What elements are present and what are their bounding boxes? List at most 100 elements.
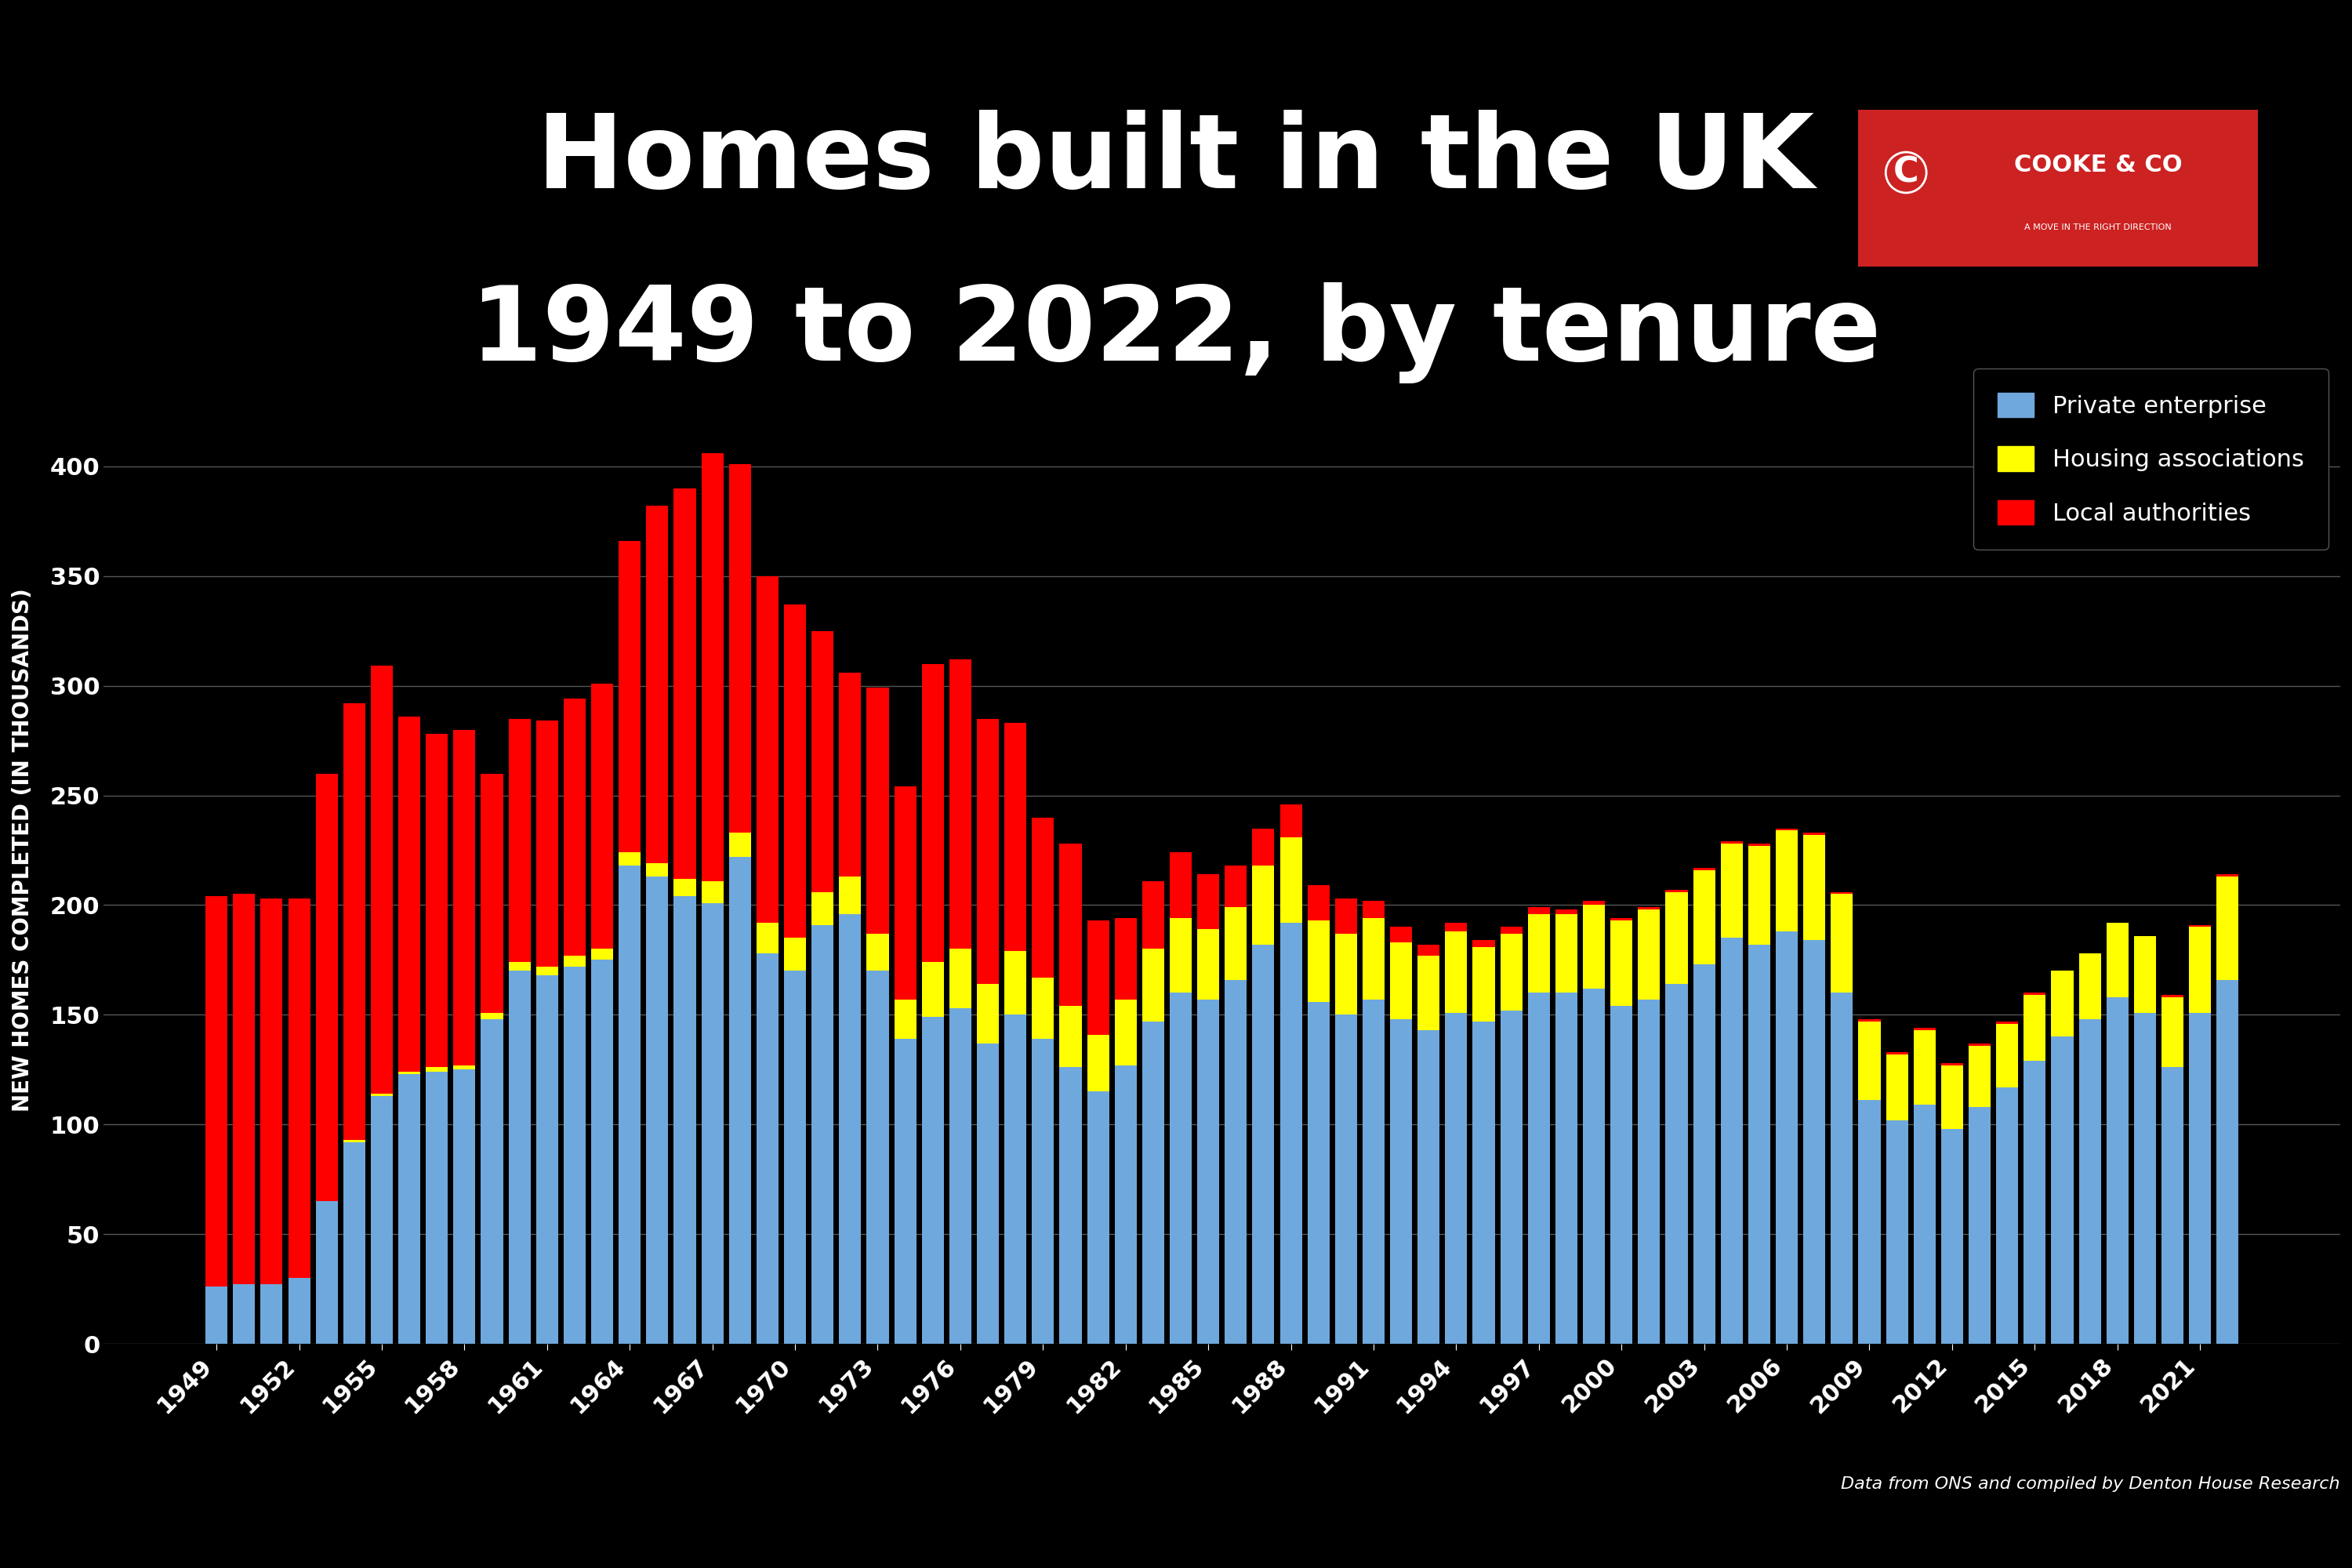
Bar	[1583, 900, 1604, 905]
Bar	[1969, 1107, 1990, 1344]
Bar	[1197, 999, 1218, 1344]
Bar	[1390, 942, 1411, 1019]
Bar	[564, 955, 586, 966]
Bar	[1087, 920, 1110, 1035]
Bar	[1529, 908, 1550, 914]
Text: C: C	[1893, 155, 1919, 190]
Bar	[1058, 844, 1082, 1007]
Bar	[673, 897, 696, 1344]
Bar	[1336, 898, 1357, 933]
Bar	[1555, 993, 1578, 1344]
Bar	[2133, 936, 2157, 1013]
Text: Homes built in the UK: Homes built in the UK	[536, 110, 1816, 209]
Bar	[811, 925, 833, 1344]
Bar	[729, 464, 750, 833]
Bar	[1997, 1024, 2018, 1087]
Bar	[647, 506, 668, 864]
Bar	[426, 734, 447, 1068]
Bar	[426, 1068, 447, 1073]
Bar	[1804, 941, 1825, 1344]
Bar	[976, 718, 1000, 985]
Bar	[866, 933, 889, 971]
Bar	[315, 1201, 339, 1344]
Bar	[950, 1008, 971, 1344]
Bar	[1776, 831, 1797, 931]
Bar	[289, 1278, 310, 1344]
Bar	[454, 1069, 475, 1344]
Bar	[1722, 844, 1743, 938]
Bar	[783, 971, 807, 1344]
Bar	[1197, 875, 1218, 930]
Bar	[480, 1013, 503, 1019]
Y-axis label: NEW HOMES COMPLETED (IN THOUSANDS): NEW HOMES COMPLETED (IN THOUSANDS)	[12, 588, 33, 1112]
Bar	[1858, 1019, 1882, 1021]
Bar	[1611, 919, 1632, 920]
Bar	[1225, 980, 1247, 1344]
Bar	[866, 971, 889, 1344]
Bar	[1886, 1054, 1907, 1120]
Bar	[454, 729, 475, 1065]
Bar	[397, 1074, 421, 1344]
Bar	[508, 971, 532, 1344]
Bar	[397, 717, 421, 1073]
Bar	[1611, 920, 1632, 1007]
Bar	[1308, 920, 1329, 1002]
Bar	[673, 878, 696, 897]
Bar	[1004, 1014, 1025, 1344]
Bar	[1830, 993, 1853, 1344]
Bar	[2023, 993, 2046, 996]
Bar	[1555, 909, 1578, 914]
Bar	[894, 999, 917, 1040]
Bar	[1997, 1087, 2018, 1344]
Bar	[508, 718, 532, 963]
Bar	[1969, 1043, 1990, 1046]
Text: 1949 to 2022, by tenure: 1949 to 2022, by tenure	[470, 282, 1882, 383]
Bar	[1722, 938, 1743, 1344]
Bar	[454, 1065, 475, 1069]
Bar	[1665, 985, 1689, 1344]
Bar	[866, 688, 889, 933]
Bar	[508, 963, 532, 971]
Bar	[372, 666, 393, 1094]
Bar	[2107, 997, 2129, 1344]
Bar	[536, 975, 557, 1344]
Bar	[1418, 955, 1439, 1030]
Bar	[1033, 1040, 1054, 1344]
Bar	[1362, 999, 1385, 1344]
Bar	[1940, 1063, 1964, 1065]
Bar	[783, 605, 807, 938]
Bar	[1748, 845, 1771, 944]
Bar	[1390, 1019, 1411, 1344]
Bar	[840, 914, 861, 1344]
Bar	[2051, 971, 2074, 1036]
Bar	[1169, 919, 1192, 993]
Bar	[1997, 1021, 2018, 1024]
Bar	[922, 663, 943, 963]
Bar	[2107, 922, 2129, 997]
Bar	[1336, 1014, 1357, 1344]
Bar	[205, 897, 228, 1287]
Bar	[950, 949, 971, 1008]
Bar	[590, 960, 614, 1344]
Bar	[2190, 1013, 2211, 1344]
Bar	[1058, 1007, 1082, 1068]
Bar	[2190, 925, 2211, 927]
Bar	[729, 833, 750, 856]
Bar	[2161, 1068, 2183, 1344]
Bar	[619, 541, 640, 853]
Bar	[1251, 944, 1275, 1344]
Bar	[2216, 980, 2239, 1344]
Bar	[1886, 1120, 1907, 1344]
Bar	[1087, 1091, 1110, 1344]
Bar	[1472, 947, 1496, 1021]
Bar	[922, 963, 943, 1018]
Bar	[811, 892, 833, 925]
Bar	[894, 787, 917, 999]
Bar	[1143, 881, 1164, 949]
Bar	[701, 881, 724, 903]
Bar	[590, 949, 614, 960]
Bar	[1087, 1035, 1110, 1091]
Legend: Private enterprise, Housing associations, Local authorities: Private enterprise, Housing associations…	[1973, 368, 2328, 549]
Bar	[783, 938, 807, 971]
Bar	[2023, 996, 2046, 1062]
